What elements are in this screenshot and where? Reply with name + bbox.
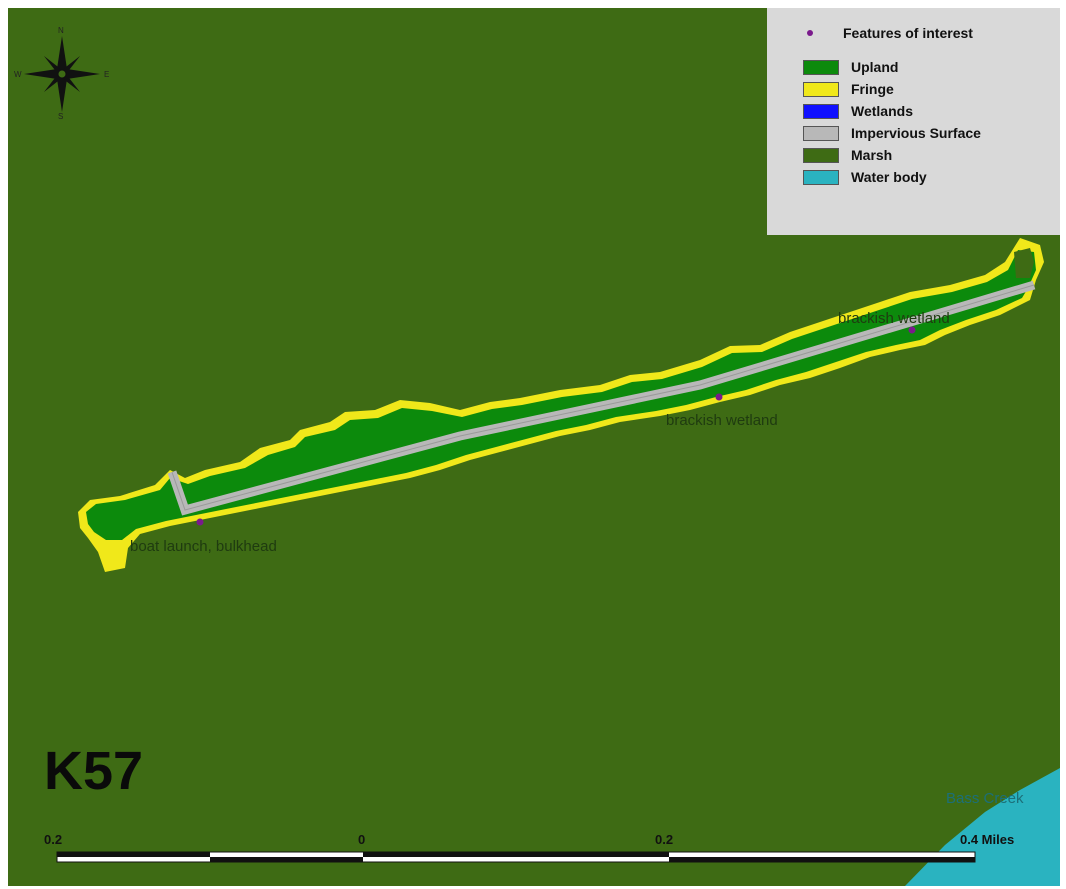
scale-tick-1: 0.2 <box>44 832 63 847</box>
feature-point-boat-launch <box>196 518 204 526</box>
scale-tick-4: 0.4 Miles <box>960 832 1015 847</box>
scale-tick-2: 0 <box>358 832 366 847</box>
legend-swatch-wetlands <box>803 103 839 119</box>
compass-west-label: W <box>14 70 22 79</box>
scale-bar-segment-2 <box>210 857 363 862</box>
legend-label-water: Water body <box>851 169 927 185</box>
label-boat-launch: boat launch, bulkhead <box>130 538 277 555</box>
legend-item-fringe: Fringe <box>803 80 894 98</box>
upland-area <box>86 250 1036 540</box>
scale-bar-segment-4 <box>669 857 975 862</box>
legend-label-fringe: Fringe <box>851 81 894 97</box>
compass-rose-icon <box>24 36 100 112</box>
legend-swatch-upland <box>803 59 839 75</box>
legend-item-impervious: Impervious Surface <box>803 124 981 142</box>
legend-features-label: Features of interest <box>843 25 973 41</box>
legend-label-wetlands: Wetlands <box>851 103 913 119</box>
legend-swatch-marsh <box>803 147 839 163</box>
label-water-name: Bass Creek <box>946 790 1024 807</box>
marsh-patch <box>1014 248 1034 278</box>
legend-item-marsh: Marsh <box>803 146 892 164</box>
scale-bar-segment-1 <box>57 852 210 857</box>
scale-bar-segment-3 <box>363 852 669 857</box>
scale-bar <box>56 851 976 863</box>
label-wetland-1: brackish wetland <box>666 412 778 429</box>
legend-swatch-impervious <box>803 125 839 141</box>
legend-swatch-fringe <box>803 81 839 97</box>
legend-item-wetlands: Wetlands <box>803 102 913 120</box>
legend-item-upland: Upland <box>803 58 898 76</box>
label-wetland-2: brackish wetland <box>838 310 950 327</box>
feature-point-icon <box>807 30 813 36</box>
compass-south-label: S <box>58 112 64 121</box>
site-code: K57 <box>44 741 144 801</box>
compass-north-label: N <box>58 26 64 35</box>
legend-label-marsh: Marsh <box>851 147 893 163</box>
compass-east-label: E <box>104 70 110 79</box>
legend-swatch-water <box>803 169 839 185</box>
legend-features-of-interest: Features of interest <box>803 25 973 41</box>
scale-tick-3: 0.2 <box>655 832 674 847</box>
feature-point-wetland-1 <box>715 393 723 401</box>
legend-item-water: Water body <box>803 168 927 186</box>
map-legend: Features of interest Upland Fringe Wetla… <box>767 8 1060 235</box>
legend-label-impervious: Impervious Surface <box>851 125 981 141</box>
legend-label-upland: Upland <box>851 59 899 75</box>
impervious-road-edge <box>171 284 1035 511</box>
feature-point-wetland-2 <box>908 326 916 334</box>
